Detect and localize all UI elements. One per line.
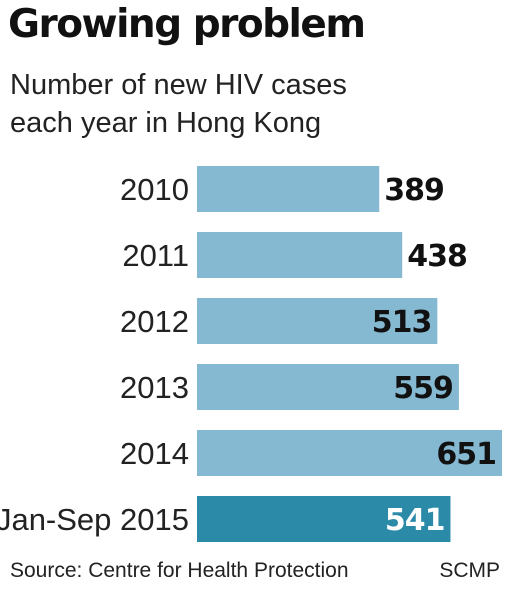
value-label-1: 438 (407, 239, 467, 274)
value-label-4: 651 (436, 437, 496, 472)
category-label-1: 2011 (122, 238, 189, 273)
category-label-2: 2012 (120, 304, 189, 339)
category-label-0: 2010 (120, 172, 189, 207)
bar-2 (197, 298, 438, 344)
category-label-3: 2013 (120, 370, 189, 405)
value-label-2: 513 (372, 305, 432, 340)
credit-label: SCMP (439, 559, 500, 582)
value-label-5: 541 (385, 503, 445, 538)
bar-5 (197, 496, 451, 542)
bar-4 (197, 430, 502, 476)
bar-1 (197, 232, 403, 278)
category-label-4: 2014 (120, 436, 189, 471)
chart-title: Growing problem (8, 2, 366, 47)
source-note: Source: Centre for Health Protection (10, 559, 349, 582)
value-label-3: 559 (393, 371, 453, 406)
bar-3 (197, 364, 459, 410)
bar-chart: 2010 389 2011 438 2012 513 2013 559 2014 651 Jan-S… (0, 166, 502, 542)
category-label-5: Jan-Sep 2015 (0, 502, 189, 537)
value-label-0: 389 (384, 173, 444, 208)
chart-subtitle: Number of new HIV cases each year in Hon… (10, 69, 347, 139)
bar-0 (197, 166, 380, 212)
